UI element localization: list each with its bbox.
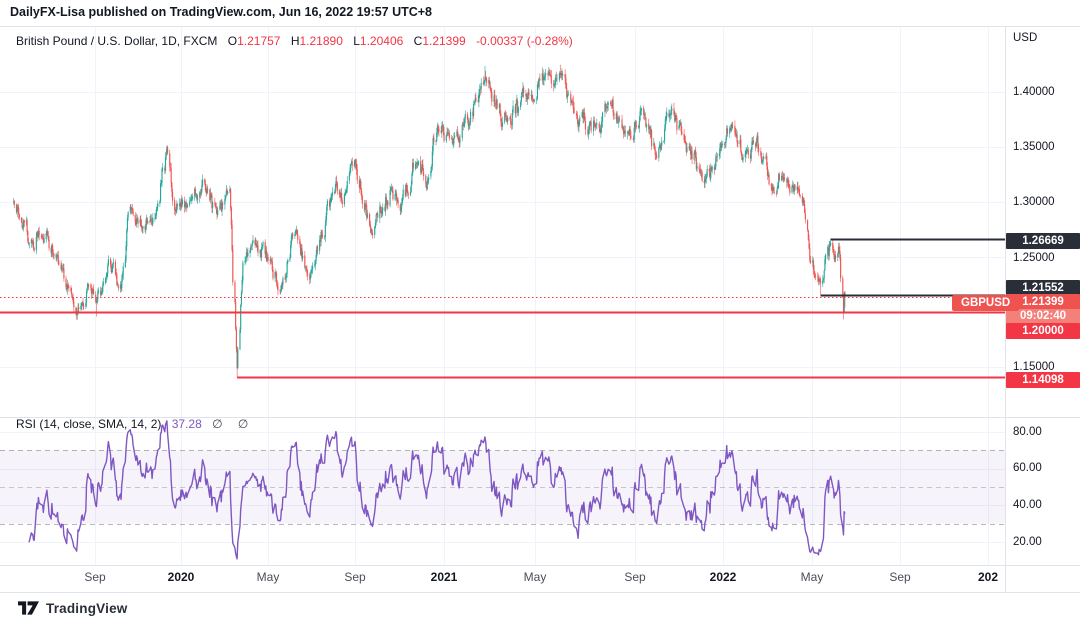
time-tick: Sep bbox=[889, 570, 911, 584]
time-tick: Sep bbox=[84, 570, 106, 584]
rsi-title[interactable]: RSI (14, close, SMA, 14, 2) bbox=[16, 417, 162, 431]
price-tick: 1.40000 bbox=[1013, 86, 1055, 98]
high-value: 1.21890 bbox=[299, 34, 343, 48]
time-tick: May bbox=[523, 570, 547, 584]
published-byline: DailyFX-Lisa published on TradingView.co… bbox=[10, 5, 433, 19]
rsi-tick: 20.00 bbox=[1013, 536, 1042, 548]
rsi-tick: 80.00 bbox=[1013, 426, 1042, 438]
price-tick: 1.30000 bbox=[1013, 196, 1055, 208]
rsi-legend: RSI (14, close, SMA, 14, 2) 37.28 ∅ ∅ bbox=[16, 417, 254, 431]
axis-currency-label: USD bbox=[1013, 32, 1038, 44]
time-tick: Sep bbox=[344, 570, 366, 584]
price-tick: 1.15000 bbox=[1013, 361, 1055, 373]
open-label: O bbox=[227, 34, 238, 48]
tradingview-brand[interactable]: TradingView bbox=[46, 600, 128, 616]
time-tick: 2021 bbox=[430, 570, 458, 584]
time-tick: Sep bbox=[624, 570, 646, 584]
close-value: 1.21399 bbox=[422, 34, 466, 48]
current-price-badge: 1.21399 09:02:40 bbox=[1006, 294, 1080, 324]
change-value: -0.00337 (-0.28%) bbox=[476, 34, 573, 48]
rsi-tick: 60.00 bbox=[1013, 462, 1042, 474]
low-value: 1.20406 bbox=[359, 34, 404, 48]
level-price-badge: 1.26669 bbox=[1006, 233, 1080, 249]
close-label: C bbox=[413, 34, 423, 48]
symbol-title[interactable]: British Pound / U.S. Dollar, 1D, FXCM bbox=[16, 34, 218, 48]
time-tick: 2020 bbox=[167, 570, 195, 584]
symbol-legend: British Pound / U.S. Dollar, 1D, FXCM O1… bbox=[16, 34, 573, 48]
level-price-badge: 1.21552 bbox=[1006, 280, 1080, 296]
rsi-empty-values: ∅ ∅ bbox=[212, 417, 255, 431]
time-tick: 2022 bbox=[709, 570, 737, 584]
alert-price-badge: 1.14098 bbox=[1006, 372, 1080, 388]
low-label: L bbox=[353, 34, 360, 48]
price-tick: 1.25000 bbox=[1013, 252, 1055, 264]
alert-price-badge: 1.20000 bbox=[1006, 323, 1080, 339]
time-axis[interactable]: Sep 2020 May Sep 2021 May Sep 2022 May S… bbox=[0, 566, 1004, 592]
footer: TradingView bbox=[18, 597, 127, 619]
tradingview-logo-icon[interactable] bbox=[18, 601, 39, 615]
rsi-tick: 40.00 bbox=[1013, 499, 1042, 511]
ticker-symbol-badge: GBPUSD bbox=[952, 295, 1020, 311]
current-price-value: 1.21399 bbox=[1006, 294, 1080, 309]
high-label: H bbox=[290, 34, 300, 48]
price-tick: 1.35000 bbox=[1013, 141, 1055, 153]
time-tick: May bbox=[256, 570, 280, 584]
time-tick: May bbox=[800, 570, 824, 584]
rsi-value: 37.28 bbox=[171, 417, 202, 431]
time-tick: 202 bbox=[977, 570, 999, 584]
bar-close-countdown: 09:02:40 bbox=[1006, 309, 1080, 324]
open-value: 1.21757 bbox=[237, 34, 281, 48]
